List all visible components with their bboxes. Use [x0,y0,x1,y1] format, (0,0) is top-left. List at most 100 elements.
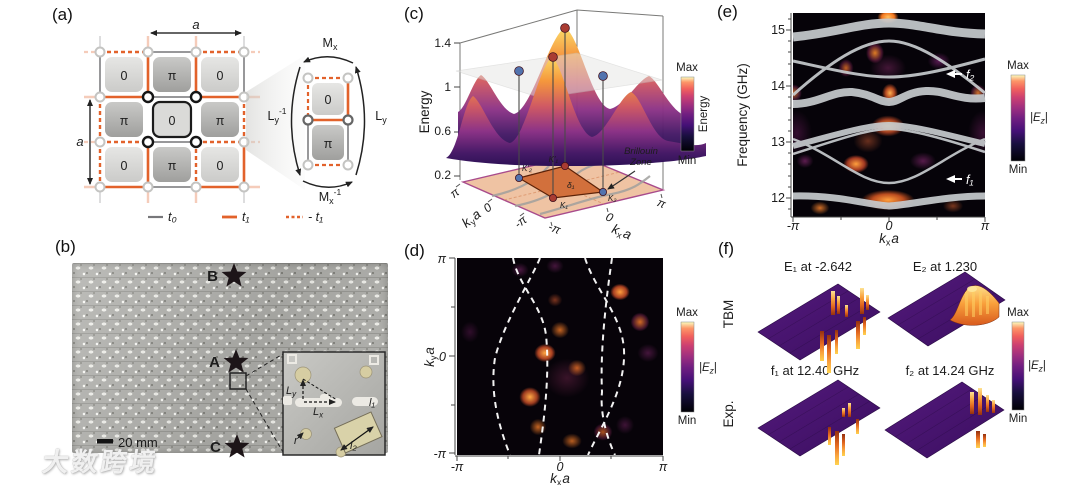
panel-a-label: (a) [52,5,73,24]
cell-flux-label: 0 [121,69,128,83]
zoom-connector-lines [245,353,284,453]
freq-tick: 15 [771,23,785,37]
ky-tick: -π [433,447,446,461]
symmetry-label-ly-inv: Ly-1 [267,106,286,125]
colorbar-f: Max Min |Ez| [1007,307,1046,425]
left-arrow-icon [946,175,955,183]
panel-f: (f) TBM Exp. E₁ at -2.642 E₂ at 1.230 f₁… [718,239,1046,465]
colorbar-max: Max [676,62,698,74]
kx-axis-label: kxa [609,221,634,244]
dim-arrow-l2 [340,426,374,451]
cell-flux-label: 0 [121,159,128,173]
energy-surface [446,28,706,167]
freq-tick: 14 [771,79,785,93]
kx-tick: 0 [604,210,616,226]
zoom-region-square [229,372,247,390]
f2-label: f₂ [966,68,974,82]
coupling-slot [352,397,378,406]
inset-label-l2: l₂ [350,440,357,452]
cell-flux-label: 0 [169,114,176,128]
inset-label-l1: l₁ [369,397,375,409]
panel-c: (c) 1.4 1 0.6 0.2 Energy δ₁ [404,4,710,244]
bond-legend: t₀ t₁ - t₁ [148,210,323,224]
dirac-point-dots [514,23,608,202]
bar3d-tbm-e1 [757,283,881,373]
energy-tick: 0.2 [434,168,451,182]
colorbar-label: Energy [698,96,710,133]
inset-label-Ly: Ly [286,385,297,399]
annotation-line1: Brillouin [624,146,658,157]
lattice-bonds [98,50,246,189]
watermark-text: 大数跨境 [40,447,161,477]
axes-d [449,257,664,461]
fermi-arc-dashed-curves [492,257,626,456]
freq-tick: 12 [771,191,785,205]
annotation-line2: Zone [629,157,652,168]
panel-d: (d) π 0 -π -π 0 π kya kxa Max Min [404,241,717,485]
freq-tick: 13 [771,135,785,149]
drill-hole [294,366,312,384]
frequency-marker-f2: f₂ [946,68,974,82]
colorbar-max: Max [1007,307,1029,319]
colorbar-label: |Ez| [1030,112,1048,126]
brillouin-zone-annotation: Brillouin Zone [607,146,658,190]
panel-d-label: (d) [404,241,425,260]
colorbar-label: |Ez| [1028,360,1046,374]
bond-minus-t1 [98,50,246,187]
port-label-B: B [207,268,218,285]
kx-tick: π [655,195,669,211]
kx-tick: -π [787,219,800,233]
kx-tick: -π [451,460,464,474]
panel-e-label: (e) [717,2,738,21]
star-icon [223,349,249,373]
subplot-title-f1: f₁ at 12.40 GHz [771,363,859,378]
panel-b-label: (b) [55,237,76,256]
colorbar-max: Max [1007,60,1029,72]
kx-axis-label: kxa [550,471,570,485]
zoom-wedge [246,55,305,190]
energy-tick: 1.4 [434,36,451,50]
bz-point-label-K2p: K′₂ [522,164,532,173]
dirac-point-stems [518,30,604,198]
bond-t0 [99,51,245,188]
row-label-tbm: TBM [721,300,736,329]
colorbar-min: Min [1009,164,1028,176]
subplot-title-E1: E₁ at -2.642 [784,259,852,274]
legend-label-minus-t1: - t₁ [308,210,323,224]
ky-axis-label: kya [422,347,439,367]
colorbar-e: Max Min |Ez| [1007,60,1048,176]
cell-flux-label: π [216,114,225,128]
frequency-axis-label: Frequency (GHz) [735,63,750,167]
star-icon [224,434,250,458]
colorbar-label: |Ez| [699,362,717,376]
drill-hole [359,365,373,379]
ky-tick: π [447,184,463,201]
star-markers [221,263,250,458]
colorbar-min: Min [678,155,697,167]
bond-t1 [100,52,246,189]
colorbar-d: Max Min |Ez| [676,307,717,427]
bar3d-exp-f2 [884,381,1005,459]
unit-cell-flux-top: 0 [325,93,332,107]
panel-a: (a) 0 π 0 π 0 [52,5,387,224]
panel-f-label: (f) [718,239,734,258]
colorbar-max: Max [676,307,698,319]
row-label-exp: Exp. [721,400,736,427]
colorbar-c: Max Min Energy [676,62,710,167]
unit-cell-inset-photo: Ly Lx l₁ l₂ r [282,351,386,458]
lattice-dimension-arrows: a a [76,17,242,185]
lattice-nodes [94,46,250,193]
legend-label-t0: t₀ [168,210,177,224]
dim-label-a-left: a [76,134,83,149]
ky-tick: -π [511,212,530,231]
panel-c-label: (c) [404,4,424,23]
kx-axis-label: kxa [879,231,899,248]
panel-b: (b) B A C [55,237,386,458]
ky-tick: π [438,252,447,266]
subplot-title-f2: f₂ at 14.24 GHz [906,363,995,378]
bar3d-exp-f1 [757,379,881,465]
panel-e: (e) f₂ f₁ [717,2,1048,248]
symmetry-label-ly: Ly [375,109,387,125]
